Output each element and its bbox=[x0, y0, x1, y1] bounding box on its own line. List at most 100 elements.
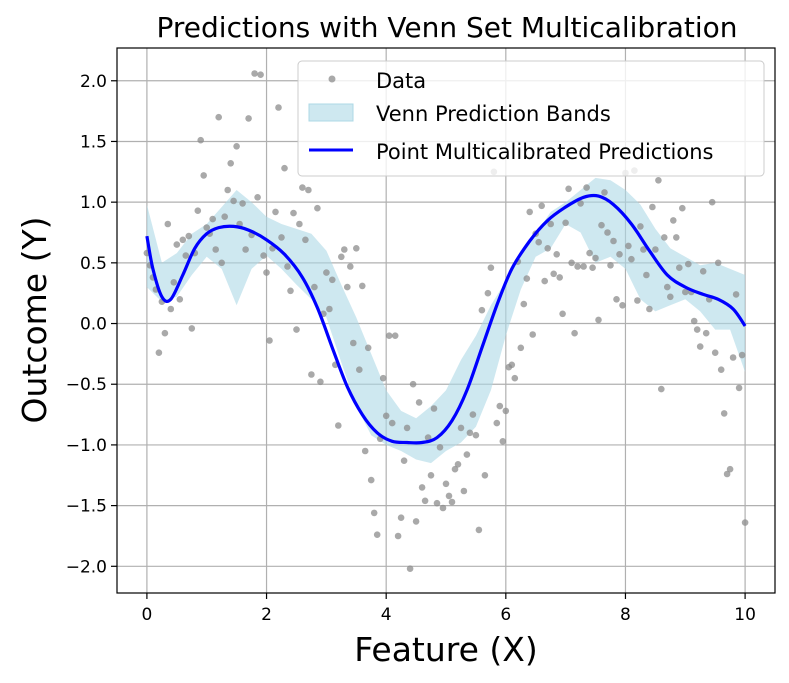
data-point bbox=[577, 200, 584, 207]
prediction-line-layer bbox=[145, 193, 747, 445]
data-point bbox=[314, 204, 321, 212]
y-tick-label: 2.0 bbox=[80, 72, 107, 92]
data-point bbox=[598, 221, 605, 229]
data-point bbox=[445, 492, 453, 500]
data-point bbox=[610, 237, 617, 245]
data-point bbox=[370, 509, 378, 517]
data-point bbox=[628, 255, 635, 263]
data-point bbox=[188, 325, 196, 332]
data-point bbox=[242, 246, 249, 253]
data-point bbox=[475, 526, 483, 534]
data-point bbox=[347, 263, 354, 270]
data-point bbox=[379, 374, 387, 382]
x-tick-label: 2 bbox=[261, 605, 272, 625]
data-point bbox=[382, 412, 390, 420]
x-tick-label: 4 bbox=[381, 605, 392, 625]
data-point bbox=[415, 399, 423, 406]
data-point bbox=[690, 317, 698, 325]
data-point bbox=[317, 378, 324, 386]
data-point bbox=[290, 209, 297, 217]
data-point bbox=[335, 422, 342, 429]
y-tick-label: 1.0 bbox=[80, 193, 107, 213]
data-point bbox=[511, 374, 519, 382]
data-point bbox=[652, 246, 659, 253]
venn-prediction-band bbox=[146, 177, 746, 464]
data-point bbox=[263, 269, 270, 276]
data-point bbox=[466, 429, 474, 437]
prediction-band-layer bbox=[146, 177, 746, 464]
data-point bbox=[164, 220, 172, 228]
data-point bbox=[508, 361, 516, 369]
point-multicalibrated-line bbox=[145, 193, 747, 445]
data-point bbox=[221, 213, 228, 220]
data-point bbox=[457, 424, 465, 432]
data-point bbox=[673, 234, 680, 241]
data-point bbox=[655, 177, 662, 184]
data-point bbox=[296, 220, 303, 228]
data-point bbox=[245, 115, 252, 122]
data-point bbox=[676, 264, 683, 272]
data-point bbox=[427, 472, 435, 479]
data-point bbox=[209, 215, 216, 223]
data-point bbox=[391, 332, 399, 340]
x-tick-label: 6 bbox=[500, 605, 511, 625]
data-point bbox=[367, 476, 375, 484]
data-point bbox=[685, 260, 692, 268]
data-point bbox=[481, 472, 489, 479]
data-point bbox=[293, 326, 300, 333]
data-point bbox=[601, 189, 608, 196]
data-point bbox=[520, 300, 528, 308]
data-point bbox=[215, 113, 222, 121]
data-point bbox=[556, 274, 563, 281]
data-point bbox=[203, 224, 210, 231]
data-point bbox=[625, 242, 632, 250]
data-point bbox=[430, 405, 438, 412]
data-point bbox=[714, 259, 722, 267]
y-tick-label: 0.0 bbox=[80, 315, 107, 335]
data-point bbox=[667, 293, 674, 301]
data-point bbox=[496, 402, 504, 410]
data-point bbox=[595, 316, 602, 324]
data-point bbox=[696, 343, 704, 350]
data-point bbox=[442, 480, 450, 488]
y-tick-label: −1.5 bbox=[66, 497, 107, 517]
data-point bbox=[720, 410, 728, 417]
data-point bbox=[161, 329, 169, 337]
data-point bbox=[502, 407, 510, 415]
data-point bbox=[679, 204, 686, 212]
data-point bbox=[568, 259, 575, 267]
data-point bbox=[356, 366, 363, 374]
data-point bbox=[179, 236, 187, 244]
data-point bbox=[239, 200, 246, 207]
data-point bbox=[421, 497, 429, 505]
data-point bbox=[302, 236, 309, 244]
data-point bbox=[278, 234, 285, 241]
data-point bbox=[717, 366, 725, 374]
data-point bbox=[257, 71, 264, 78]
y-axis-label: Outcome (Y) bbox=[15, 216, 54, 423]
data-point bbox=[649, 203, 656, 211]
data-point bbox=[373, 531, 381, 538]
data-point bbox=[344, 283, 351, 291]
legend-line-label: Point Multicalibrated Predictions bbox=[376, 140, 714, 164]
data-point bbox=[323, 269, 330, 276]
data-point bbox=[484, 289, 492, 297]
data-point bbox=[308, 371, 315, 378]
data-point bbox=[254, 194, 261, 201]
data-point bbox=[155, 349, 163, 357]
data-point bbox=[517, 344, 525, 352]
data-point bbox=[197, 136, 204, 144]
data-point bbox=[406, 565, 414, 572]
data-points-layer bbox=[143, 70, 749, 572]
data-point bbox=[604, 229, 611, 236]
data-point bbox=[454, 461, 462, 468]
data-point bbox=[341, 246, 348, 253]
data-point bbox=[586, 249, 593, 257]
data-point bbox=[544, 245, 551, 252]
data-point bbox=[574, 263, 581, 270]
legend-band-label: Venn Prediction Bands bbox=[376, 102, 611, 126]
data-point bbox=[535, 238, 542, 246]
data-point bbox=[607, 262, 614, 269]
data-point bbox=[272, 208, 279, 216]
